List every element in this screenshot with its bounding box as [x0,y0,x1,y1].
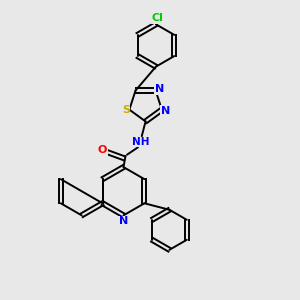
Text: N: N [161,106,170,116]
Text: N: N [119,216,128,226]
Text: O: O [98,145,107,155]
Text: S: S [122,105,130,115]
Text: Cl: Cl [152,14,163,23]
Text: NH: NH [131,137,149,147]
Text: N: N [154,84,164,94]
